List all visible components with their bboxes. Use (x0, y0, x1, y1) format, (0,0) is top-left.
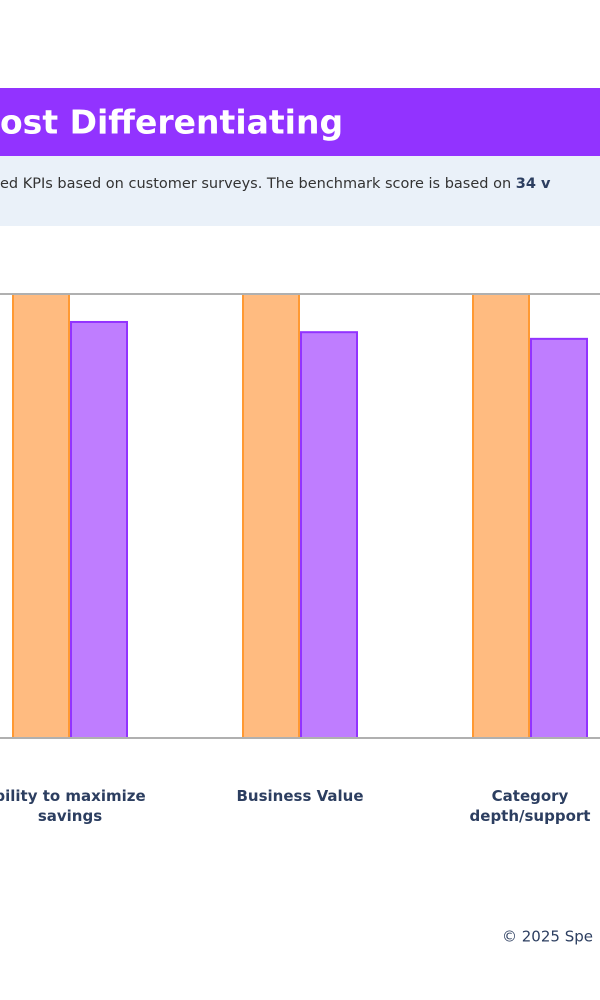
x-tick-label-line: savings (38, 807, 102, 825)
x-tick-label: bility to maximize savings (0, 787, 146, 825)
title: ost Differentiating (0, 103, 343, 142)
bar (12, 293, 70, 739)
footer: © 2025 Spe (502, 928, 593, 946)
subtitle-band (0, 156, 600, 226)
bar (472, 293, 530, 739)
bar (300, 331, 358, 739)
subtitle: ed KPIs based on customer surveys. The b… (0, 176, 551, 192)
subtitle-text: ed KPIs based on customer surveys. The b… (0, 176, 516, 192)
x-tick-label-line: Business Value (236, 787, 363, 805)
bar (242, 293, 300, 739)
header-band (0, 88, 600, 156)
x-tick-label-line: depth/support (470, 807, 591, 825)
x-tick-label: Business Value (236, 787, 363, 805)
x-tick-label: Category depth/support (470, 787, 591, 825)
x-tick-label-line: Category (492, 787, 569, 805)
x-tick-label-line: bility to maximize (0, 787, 146, 805)
bar (530, 337, 588, 739)
bar (70, 320, 128, 739)
subtitle-bold: 34 v (516, 176, 551, 192)
